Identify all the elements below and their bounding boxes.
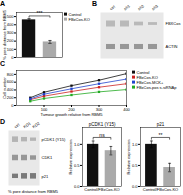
svg-text:200: 200 (68, 107, 75, 113)
svg-text:Control/FBxCos-KO: Control/FBxCos-KO (84, 187, 119, 192)
svg-text:800: 800 (7, 72, 14, 77)
svg-text:300: 300 (7, 30, 14, 35)
svg-text:sh2: sh2 (137, 3, 146, 11)
svg-text:Control: Control (136, 69, 150, 75)
svg-text:CDK1: CDK1 (42, 155, 53, 160)
svg-text:200: 200 (7, 95, 14, 100)
svg-text:Cell number: Cell number (2, 77, 7, 99)
svg-text:0: 0 (11, 55, 14, 60)
svg-text:0.5: 0.5 (132, 163, 138, 168)
svg-text:100: 100 (40, 107, 48, 113)
svg-text:***: *** (37, 10, 43, 16)
svg-text:1.0: 1.0 (74, 142, 80, 147)
svg-text:0.0: 0.0 (132, 184, 138, 189)
svg-text:FBXCos: FBXCos (166, 21, 181, 26)
svg-text:600: 600 (7, 79, 14, 84)
svg-text:FBxCos-MCK+: FBxCos-MCK+ (136, 79, 164, 85)
svg-text:ctrl: ctrl (13, 122, 20, 129)
svg-text:400: 400 (7, 22, 14, 27)
svg-text:pCDK1 (Y15): pCDK1 (Y15) (42, 137, 66, 142)
svg-text:KO1: KO1 (22, 120, 32, 130)
svg-text:400: 400 (123, 107, 130, 112)
svg-text:sh3: sh3 (151, 3, 160, 11)
svg-text:500: 500 (7, 14, 14, 19)
svg-text:400: 400 (7, 87, 14, 92)
svg-text:% pore distance from RBM5: % pore distance from RBM5 (8, 189, 59, 194)
svg-text:sh1: sh1 (123, 3, 132, 11)
svg-text:**: ** (159, 132, 163, 138)
svg-text:KO2: KO2 (31, 120, 41, 129)
svg-text:p21: p21 (157, 122, 165, 127)
svg-text:ctrl: ctrl (109, 4, 116, 11)
svg-text:FBxCos-KO: FBxCos-KO (136, 74, 158, 80)
svg-text:pCDK1 (Y15): pCDK1 (Y15) (89, 122, 116, 127)
svg-text:300: 300 (95, 107, 103, 113)
svg-text:0.5: 0.5 (74, 163, 80, 168)
html-text:A: A (0, 0, 6, 7)
svg-text:200: 200 (7, 38, 14, 43)
svg-text:0: 0 (11, 103, 14, 108)
svg-text:Relative expression: Relative expression (68, 140, 73, 175)
svg-text:Control/FBxCos-KO: Control/FBxCos-KO (143, 187, 178, 192)
svg-text:FBxCos-KO: FBxCos-KO (69, 17, 90, 22)
svg-text:% pore distance from RBM5: % pore distance from RBM5 (2, 9, 7, 60)
html-text:C: C (0, 60, 6, 67)
svg-text:1.0: 1.0 (132, 142, 138, 147)
html-text:B: B (92, 0, 98, 7)
svg-text:ACTIN: ACTIN (166, 44, 178, 49)
svg-text:p21: p21 (42, 174, 49, 179)
svg-text:Control: Control (68, 11, 82, 17)
html-text:D: D (0, 118, 6, 125)
svg-text:ns: ns (99, 132, 105, 138)
svg-text:Tumour growth relative from RB: Tumour growth relative from RBM5 (40, 112, 103, 117)
svg-text:Relative expression: Relative expression (126, 140, 131, 175)
svg-text:100: 100 (7, 47, 14, 52)
svg-text:0.0: 0.0 (74, 184, 80, 189)
svg-text:FBxCos-pos s-siRNAp: FBxCos-pos s-siRNAp (137, 85, 178, 90)
